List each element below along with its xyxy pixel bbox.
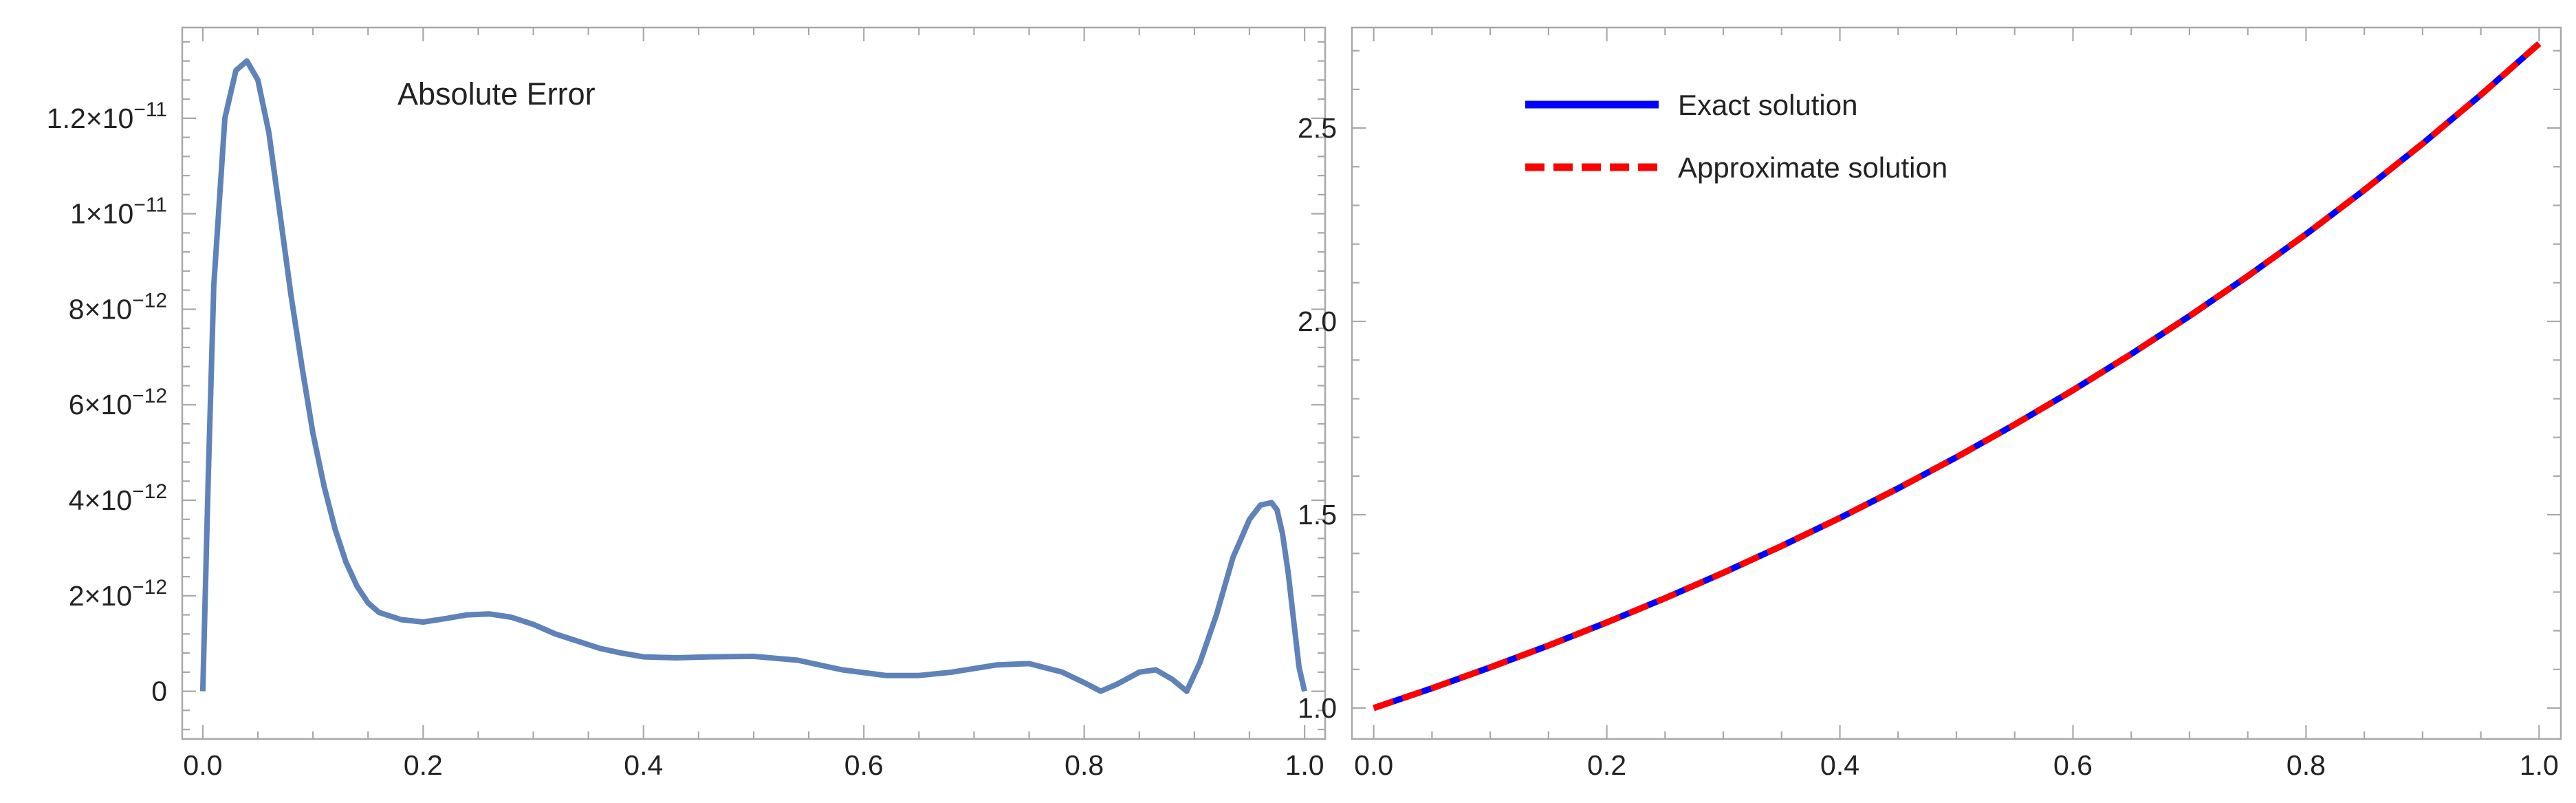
x-tick-label: 0.0 — [183, 749, 222, 781]
x-tick-label: 0.8 — [1065, 749, 1104, 781]
y-tick-label: 1.0 — [1298, 692, 1337, 724]
x-tick-label: 1.0 — [2520, 749, 2559, 781]
exact-solution-line — [1373, 41, 2542, 711]
y-tick-label: 1.5 — [1298, 499, 1337, 531]
y-tick-label: 1×10−11 — [70, 194, 167, 230]
x-tick-label: 0.0 — [1354, 749, 1393, 781]
error-plot-y-tick-labels: 0 2×10−12 4×10−12 6×10−12 8×10−12 1×10−11 1.2×… — [47, 98, 167, 707]
solution-plot-frame — [1351, 26, 2562, 740]
y-tick-label: 2×10−12 — [69, 576, 167, 612]
error-plot: 0.0 0.2 0.4 0.6 0.8 1.0 0 2×10−12 4×10−12 6×10−1… — [47, 26, 1327, 781]
approximate-solution-line — [1373, 41, 2542, 711]
solution-plot-ticks — [1352, 28, 2561, 739]
x-tick-label: 0.4 — [624, 749, 663, 781]
error-plot-annotation: Absolute Error — [397, 76, 596, 111]
y-tick-label: 0 — [151, 676, 167, 707]
solution-plot: 0.0 0.2 0.4 0.6 0.8 1.0 1.0 1.5 2.0 2.5 Exact so… — [1298, 26, 2562, 781]
y-tick-label: 2.0 — [1298, 306, 1337, 337]
error-plot-series — [199, 58, 1307, 694]
solution-plot-series — [1373, 41, 2542, 711]
legend-label-exact: Exact solution — [1678, 89, 1857, 121]
x-tick-label: 0.2 — [404, 749, 443, 781]
x-tick-label: 0.8 — [2286, 749, 2326, 781]
x-tick-label: 1.0 — [1285, 749, 1324, 781]
error-plot-ticks — [182, 28, 1325, 739]
x-tick-label: 0.2 — [1587, 749, 1626, 781]
x-tick-label: 0.4 — [1820, 749, 1859, 781]
y-tick-label: 8×10−12 — [69, 289, 167, 325]
y-tick-label: 1.2×10−11 — [47, 98, 167, 134]
y-tick-label: 6×10−12 — [69, 385, 167, 420]
absolute-error-line — [199, 58, 1307, 694]
y-tick-label: 4×10−12 — [69, 480, 167, 516]
solution-plot-y-tick-labels: 1.0 1.5 2.0 2.5 — [1298, 112, 1337, 724]
error-plot-x-tick-labels: 0.0 0.2 0.4 0.6 0.8 1.0 — [183, 749, 1324, 781]
legend: Exact solution Approximate solution — [1525, 89, 1947, 184]
x-tick-label: 0.6 — [2053, 749, 2093, 781]
solution-plot-x-tick-labels: 0.0 0.2 0.4 0.6 0.8 1.0 — [1354, 749, 2559, 781]
legend-label-approximate: Approximate solution — [1678, 151, 1947, 184]
y-tick-label: 2.5 — [1298, 112, 1337, 144]
x-tick-label: 0.6 — [844, 749, 884, 781]
error-plot-frame — [181, 26, 1327, 740]
